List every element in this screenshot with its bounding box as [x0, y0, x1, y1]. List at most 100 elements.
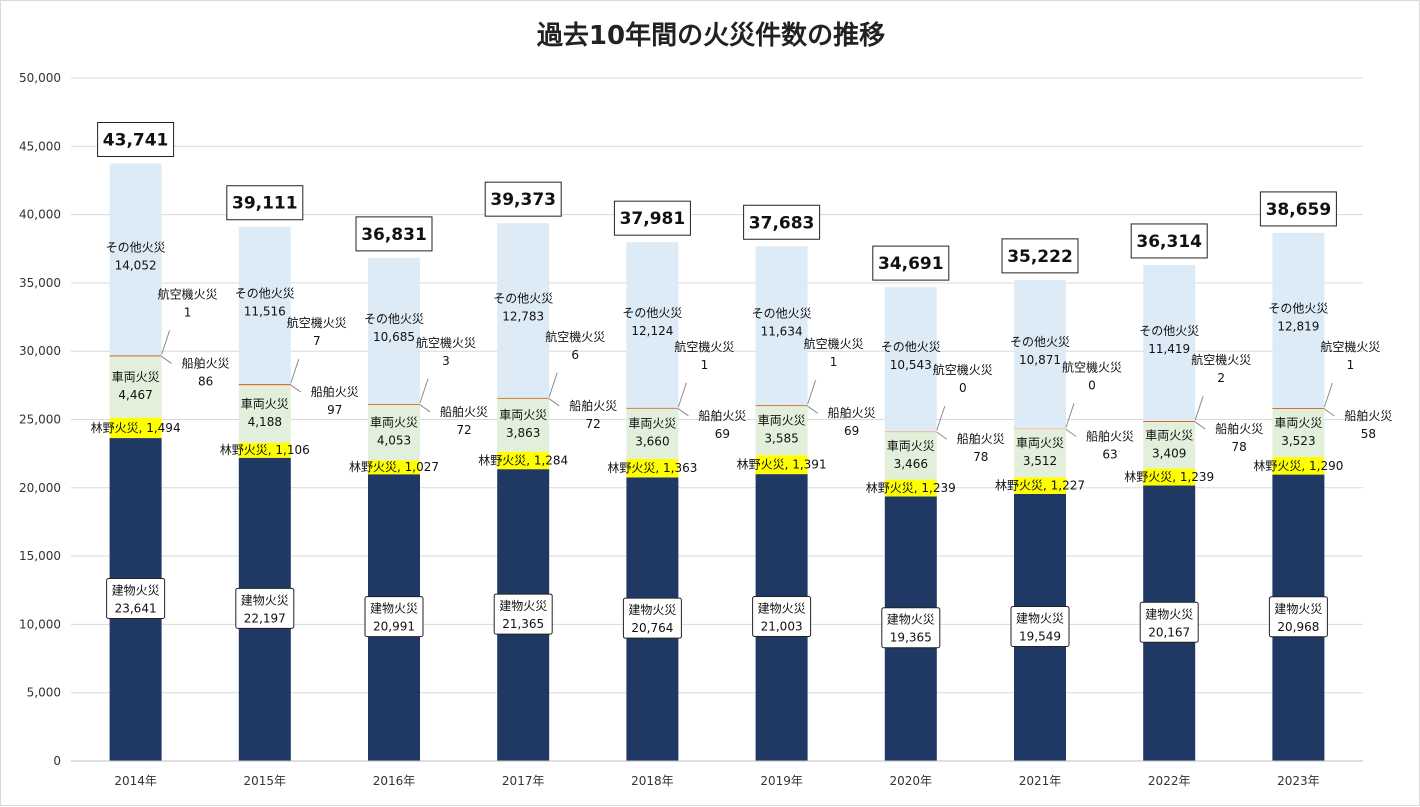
total-label-box: [1259, 191, 1337, 227]
series-label: 車両火災: [499, 408, 547, 422]
bar-segment: [626, 408, 679, 459]
data-label: 10,685: [373, 330, 415, 344]
leader-line: [677, 382, 687, 407]
series-label: 船舶火災: [1086, 428, 1134, 443]
leader-line: [419, 378, 429, 404]
data-label: 3,512: [1023, 454, 1057, 468]
bar-segment: [1014, 429, 1066, 478]
series-label: 車両火災: [758, 414, 806, 428]
x-tick-label: 2014年: [114, 774, 157, 788]
data-label: 14,052: [115, 258, 157, 272]
bar-segment: [1272, 408, 1325, 457]
total-label-box: [97, 121, 175, 157]
bar-segment: [497, 398, 550, 452]
data-label: 林野火災, 1,494: [91, 421, 181, 435]
total-label: 38,659: [1266, 200, 1332, 220]
data-label: 20,968: [1277, 620, 1319, 634]
data-label: 20,991: [373, 620, 415, 634]
series-label: 車両火災: [887, 439, 935, 453]
series-label: 車両火災: [112, 370, 160, 384]
data-label: 4,188: [248, 415, 282, 429]
data-label: 3,523: [1281, 434, 1315, 448]
total-label: 36,831: [361, 225, 427, 245]
data-label: 21,365: [502, 617, 544, 631]
bar-segment: [1143, 420, 1196, 422]
bar-segment: [238, 442, 291, 458]
series-label: 船舶火災: [957, 431, 1005, 446]
leader-line: [678, 408, 689, 417]
total-label: 37,683: [749, 213, 815, 233]
series-label: 船舶火災: [182, 355, 230, 370]
data-label: 1: [701, 358, 709, 372]
leader-line: [419, 404, 431, 413]
data-label: 97: [327, 403, 342, 417]
data-label: 3,409: [1152, 446, 1186, 460]
total-label-box: [484, 181, 562, 217]
data-label: 林野火災, 1,239: [1124, 470, 1214, 484]
data-label: 72: [456, 423, 471, 437]
data-label: 4,053: [377, 434, 411, 448]
data-label: 20,764: [631, 621, 673, 635]
data-label: 1: [1347, 358, 1355, 372]
x-tick-label: 2018年: [631, 774, 674, 788]
bar-segment: [1014, 428, 1066, 430]
leader-line: [161, 330, 171, 355]
series-label: その他火災: [1268, 301, 1328, 315]
series-label: 建物火災: [1016, 611, 1064, 625]
label-box: [493, 593, 553, 635]
series-label: その他火災: [364, 312, 424, 326]
data-label: 7: [313, 334, 321, 348]
data-label: 21,003: [761, 620, 803, 634]
x-tick-label: 2023年: [1277, 774, 1320, 788]
leader-line: [1194, 395, 1204, 421]
bar-segment: [626, 242, 679, 408]
series-label: 建物火災: [628, 603, 676, 617]
series-label: 建物火災: [499, 599, 547, 613]
data-label: 3: [442, 354, 450, 368]
bar-segment: [238, 385, 291, 443]
y-tick-label: 15,000: [19, 549, 61, 563]
series-label: その他火災: [106, 240, 166, 254]
total-label: 39,373: [490, 190, 556, 210]
total-label-box: [1130, 223, 1208, 259]
bar-segment: [755, 405, 808, 406]
leader-line: [936, 431, 948, 440]
x-tick-label: 2019年: [760, 774, 803, 788]
label-box: [1010, 605, 1070, 647]
data-label: 0: [1088, 378, 1096, 392]
data-label: 林野火災, 1,284: [478, 453, 568, 467]
series-label: 航空機火災: [804, 336, 864, 351]
label-box: [364, 596, 424, 638]
data-label: 69: [715, 427, 730, 441]
bar-segment: [1272, 232, 1325, 409]
series-label: 建物火災: [112, 584, 160, 598]
label-box: [1268, 596, 1328, 638]
data-label: 林野火災, 1,027: [349, 460, 439, 474]
y-tick-label: 5,000: [27, 686, 61, 700]
data-label: 林野火災, 1,391: [737, 458, 827, 472]
data-label: 63: [1102, 447, 1117, 461]
data-label: 22,197: [244, 611, 286, 625]
series-label: 建物火災: [1274, 602, 1322, 616]
bar-segment: [497, 223, 550, 398]
leader-line: [548, 372, 558, 397]
bar-segment: [755, 246, 808, 406]
data-label: 23,641: [115, 602, 157, 616]
series-label: 建物火災: [887, 613, 935, 627]
series-label: 車両火災: [1016, 436, 1064, 450]
x-tick-label: 2021年: [1019, 774, 1062, 788]
series-label: 航空機火災: [545, 329, 605, 344]
leader-line: [1065, 428, 1077, 437]
series-label: 航空機火災: [1062, 359, 1122, 374]
data-label: 3,466: [894, 457, 928, 471]
data-label: 林野火災, 1,227: [995, 479, 1085, 493]
bar-segment: [497, 451, 550, 470]
label-box: [622, 597, 682, 639]
series-label: 航空機火災: [287, 315, 347, 330]
bar-segment: [755, 406, 808, 456]
series-label: 車両火災: [1274, 416, 1322, 430]
bar-segment: [1272, 408, 1325, 409]
y-tick-label: 40,000: [19, 208, 61, 222]
label-box: [752, 596, 812, 638]
series-label: 航空機火災: [416, 335, 476, 350]
